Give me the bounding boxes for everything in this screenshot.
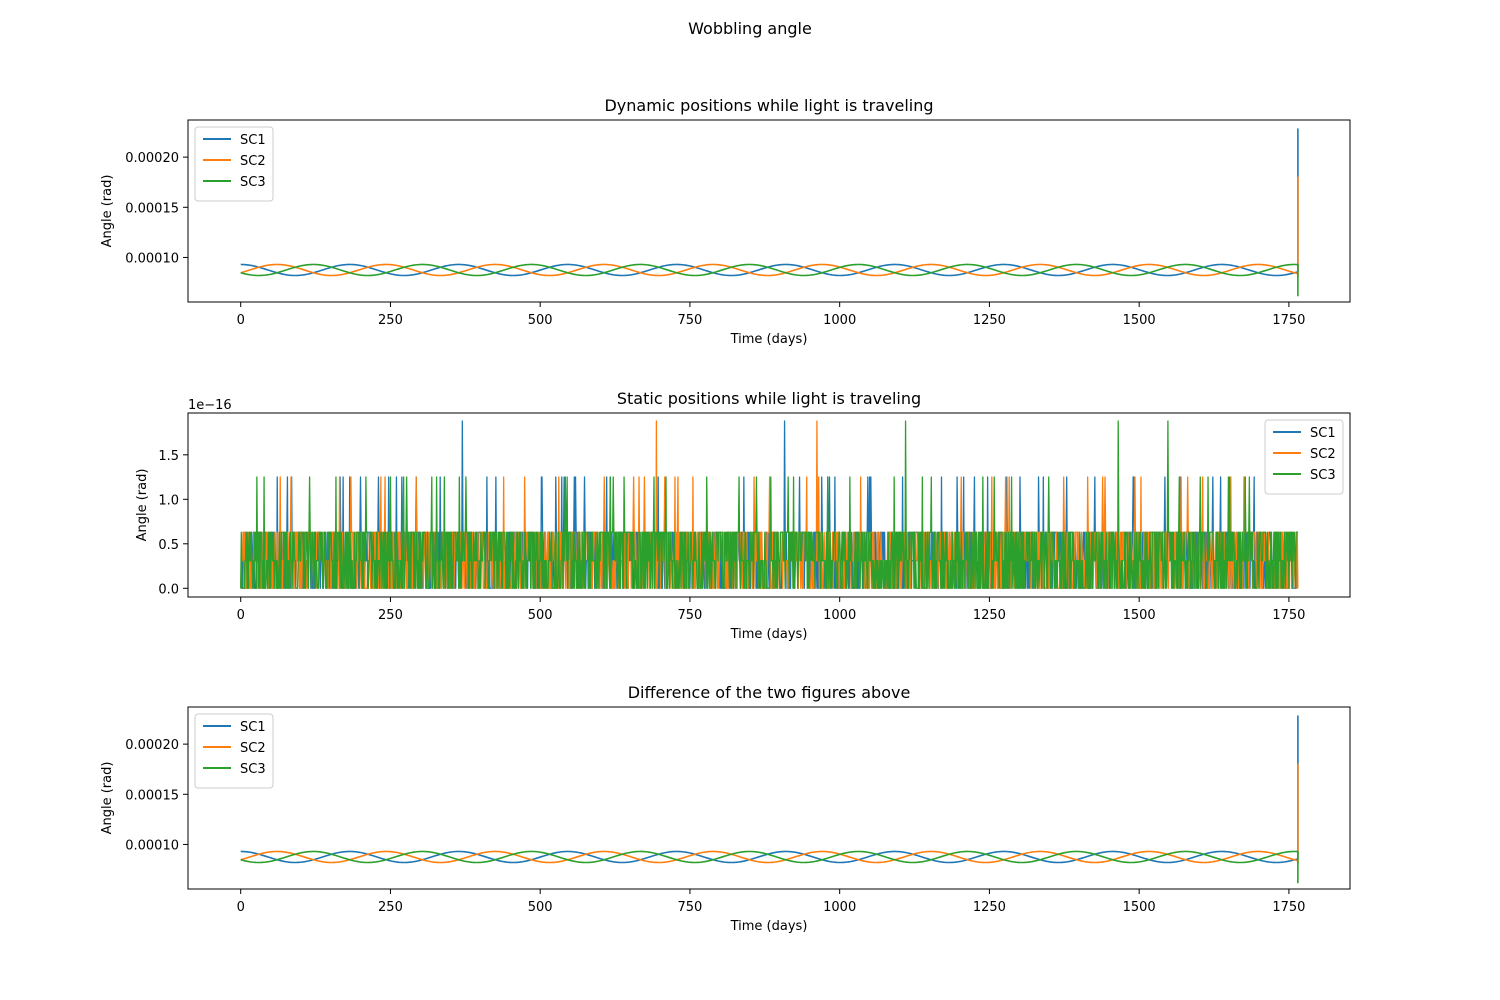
x-tick-label: 1750 xyxy=(1272,608,1305,623)
x-tick-label: 1750 xyxy=(1272,900,1305,915)
legend-label-sc1: SC1 xyxy=(240,720,266,735)
x-tick-label: 1000 xyxy=(823,313,856,328)
axes-frame xyxy=(187,706,1351,890)
x-axis-label: Time (days) xyxy=(730,627,808,642)
series-line-sc3 xyxy=(240,850,1299,884)
series-line-sc3 xyxy=(240,420,1298,589)
axes-title: Difference of the two figures above xyxy=(628,683,911,702)
legend: SC1 SC2 SC3 xyxy=(194,126,274,202)
x-tick-label: 1750 xyxy=(1272,313,1305,328)
x-tick-label: 250 xyxy=(378,313,403,328)
axes-1: Dynamic positions while light is traveli… xyxy=(100,96,1351,347)
x-tick-label: 1500 xyxy=(1123,313,1156,328)
x-tick-label: 1500 xyxy=(1123,900,1156,915)
legend-label-sc1: SC1 xyxy=(1310,426,1336,441)
x-tick-label: 750 xyxy=(678,608,703,623)
legend: SC1 SC2 SC3 xyxy=(1264,419,1344,495)
y-tick-label: 0.00015 xyxy=(125,788,179,803)
x-tick-label: 250 xyxy=(378,900,403,915)
x-tick-label: 1000 xyxy=(823,608,856,623)
y-tick-label: 0.00010 xyxy=(125,838,179,853)
series-line-sc1 xyxy=(240,715,1299,864)
x-axis-label: Time (days) xyxy=(730,919,808,934)
x-tick-label: 750 xyxy=(678,900,703,915)
x-tick-label: 1250 xyxy=(973,900,1006,915)
legend-frame xyxy=(194,713,274,789)
legend-frame xyxy=(194,126,274,202)
legend-label-sc3: SC3 xyxy=(1310,468,1336,483)
x-tick-label: 1000 xyxy=(823,900,856,915)
series-line-sc3 xyxy=(240,263,1299,297)
x-tick-label: 750 xyxy=(678,313,703,328)
legend-label-sc1: SC1 xyxy=(240,133,266,148)
y-tick-label: 1.5 xyxy=(158,449,179,464)
y-axis-label: Angle (rad) xyxy=(100,175,115,248)
axes-frame xyxy=(187,412,1351,598)
y-tick-label: 0.5 xyxy=(158,538,179,553)
axes-2: Static positions while light is travelin… xyxy=(135,389,1351,642)
y-tick-label: 0.00020 xyxy=(125,738,179,753)
series-group xyxy=(240,420,1299,589)
axes-title: Dynamic positions while light is traveli… xyxy=(604,96,933,115)
y-offset-text: 1e−16 xyxy=(188,398,232,413)
axes-3: Difference of the two figures above 0 250 5… xyxy=(100,683,1351,934)
series-line-sc2 xyxy=(240,763,1299,865)
axes-title: Static positions while light is travelin… xyxy=(617,389,921,408)
axes-container: Dynamic positions while light is traveli… xyxy=(100,96,1351,934)
y-tick-label: 0.00010 xyxy=(125,251,179,266)
x-tick-label: 500 xyxy=(528,608,553,623)
figure-suptitle: Wobbling angle xyxy=(688,19,812,38)
x-tick-label: 0 xyxy=(237,313,245,328)
x-tick-label: 1250 xyxy=(973,608,1006,623)
y-axis-label: Angle (rad) xyxy=(135,469,150,542)
x-tick-label: 500 xyxy=(528,900,553,915)
y-tick-label: 0.0 xyxy=(158,582,179,597)
x-tick-label: 0 xyxy=(237,608,245,623)
legend-label-sc3: SC3 xyxy=(240,762,266,777)
legend: SC1 SC2 SC3 xyxy=(194,713,274,789)
series-group xyxy=(240,128,1299,297)
legend-label-sc2: SC2 xyxy=(240,154,266,169)
y-tick-label: 0.00015 xyxy=(125,201,179,216)
series-line-sc2 xyxy=(240,176,1299,278)
y-tick-label: 1.0 xyxy=(158,493,179,508)
legend-label-sc2: SC2 xyxy=(1310,447,1336,462)
series-line-sc1 xyxy=(240,128,1299,277)
x-tick-label: 250 xyxy=(378,608,403,623)
x-tick-label: 1250 xyxy=(973,313,1006,328)
legend-label-sc2: SC2 xyxy=(240,741,266,756)
legend-frame xyxy=(1264,419,1344,495)
y-tick-label: 0.00020 xyxy=(125,151,179,166)
x-tick-label: 500 xyxy=(528,313,553,328)
axes-frame xyxy=(187,119,1351,303)
x-tick-label: 1500 xyxy=(1123,608,1156,623)
series-group xyxy=(240,715,1299,884)
legend-label-sc3: SC3 xyxy=(240,175,266,190)
x-axis-label: Time (days) xyxy=(730,332,808,347)
x-tick-label: 0 xyxy=(237,900,245,915)
y-axis-label: Angle (rad) xyxy=(100,762,115,835)
